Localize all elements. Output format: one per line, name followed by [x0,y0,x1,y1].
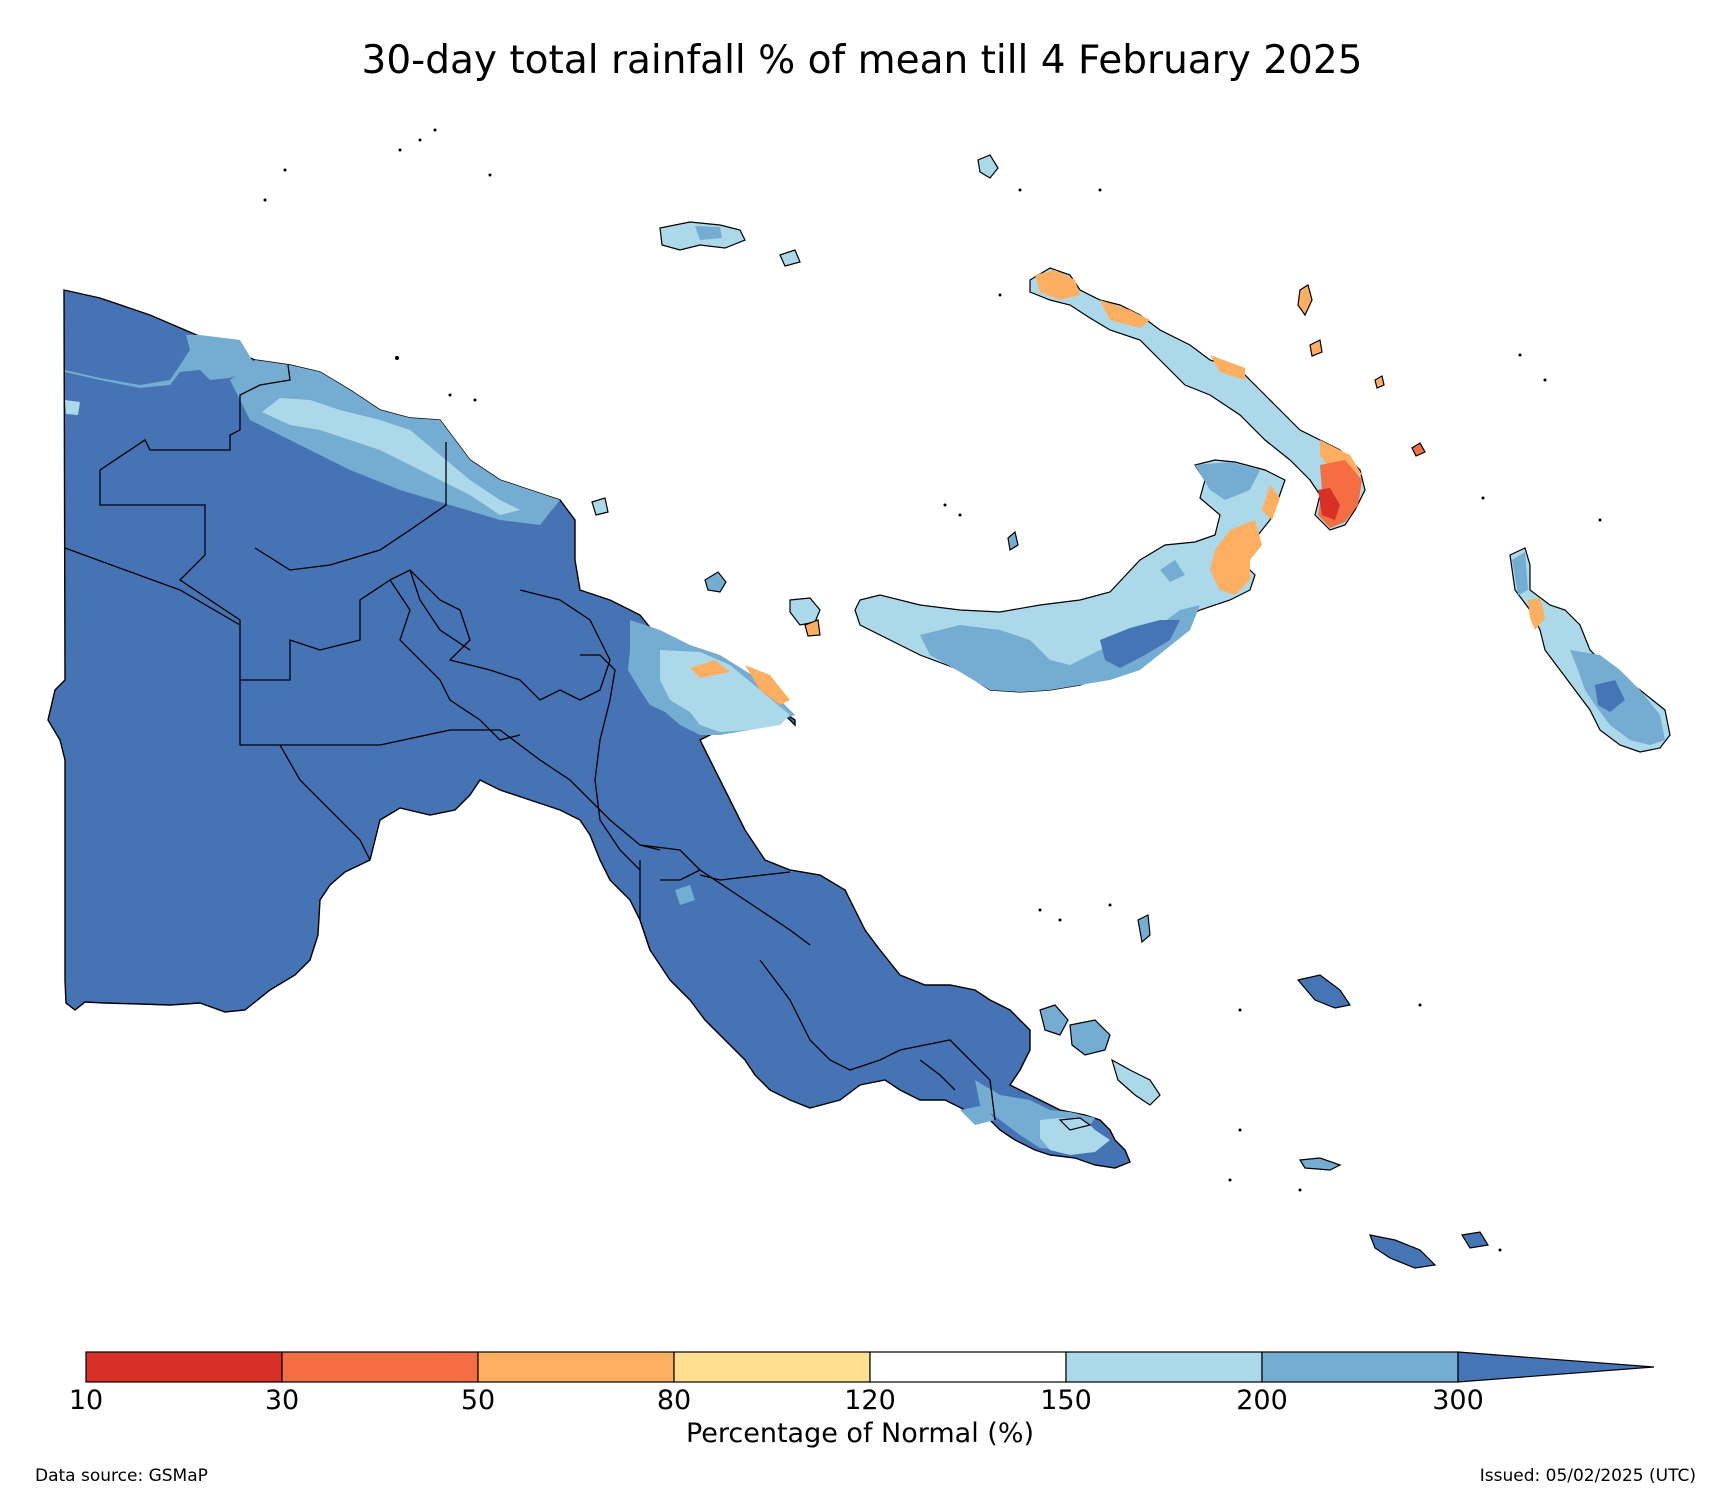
colorbar-tick-label: 300 [1432,1385,1484,1416]
bougainville-200 [1512,552,1665,745]
mussau-island [977,154,999,179]
zone-inland-patch [675,885,695,905]
small-islets [263,128,1602,1252]
new-ireland-50 [1035,270,1362,475]
tabar-islands [1297,284,1313,317]
new-ireland [1029,267,1366,531]
new-britain-50 [1210,485,1280,595]
colorbar-bin-30-50 [281,1351,479,1383]
colorbar-bin-120-150 [869,1351,1067,1383]
tanga-islands [1374,375,1385,389]
rossel-island [1461,1231,1489,1249]
province-borders [64,364,996,1121]
colorbar-tick-label: 10 [68,1385,104,1416]
colorbar-label: Percentage of Normal (%) [685,1418,1035,1449]
new-britain-200 [920,462,1260,692]
colorbar-bin-50-80 [477,1351,675,1383]
colorbar-bin-80-120 [673,1351,871,1383]
issued-date-text: Issued: 05/02/2025 (UTC) [1479,1466,1696,1486]
manus-200 [695,226,722,240]
data-source-text: Data source: GSMaP [35,1466,208,1486]
colorbar-tick-label: 80 [656,1385,692,1416]
umboi-island [804,619,821,637]
tagula-island [1369,1234,1437,1269]
trobriand-islands [1137,914,1151,944]
zone-se-tip-150 [1040,1118,1110,1155]
colorbar-tick-label: 200 [1236,1385,1288,1416]
manus-islet [779,249,801,267]
misima-island [1298,1157,1342,1171]
goodenough-island [1039,1004,1069,1036]
colorbar-bin-150-200 [1065,1351,1263,1383]
colorbar-tick-label: 150 [1040,1385,1092,1416]
colorbar [85,1351,1655,1383]
manam-island [591,497,609,516]
colorbar-bin-extend [1457,1351,1655,1383]
colorbar-bin-10-30 [85,1351,283,1383]
bougainville-300 [1595,680,1625,712]
mainland [47,289,1131,1169]
bougainville-50 [1528,598,1545,630]
feni-islands [1411,442,1426,457]
colorbar-tick-label: 50 [460,1385,496,1416]
vitu-islands [1007,530,1019,551]
zone-north-coast-150 [65,398,520,515]
new-britain-300 [1100,620,1180,668]
map-title: 30-day total rainfall % of mean till 4 F… [361,38,1363,83]
karkar-island [704,571,727,593]
milne-bay-islet [1058,1117,1092,1131]
lihir-island [1309,339,1323,357]
new-ireland-10 [1318,488,1340,520]
colorbar-bin-200-300 [1261,1351,1459,1383]
normanby-island [1111,1058,1161,1106]
colorbar-tick-label: 120 [844,1385,896,1416]
colorbar-tick-label: 30 [264,1385,300,1416]
woodlark-island [1296,974,1351,1009]
fergusson-island [1069,1019,1111,1056]
zone-madang-50 [690,660,790,705]
